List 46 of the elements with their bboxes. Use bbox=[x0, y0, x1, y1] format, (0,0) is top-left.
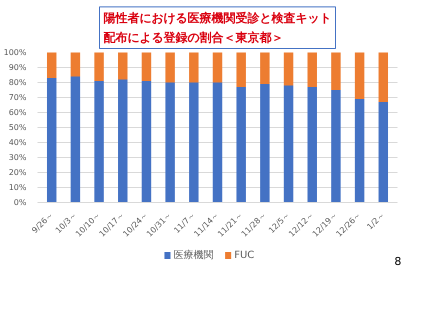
y-tick-label: 0% bbox=[14, 198, 27, 207]
bar bbox=[142, 81, 152, 202]
bar bbox=[212, 82, 222, 202]
bar bbox=[308, 87, 317, 202]
bar bbox=[260, 84, 270, 202]
bar bbox=[284, 86, 294, 202]
bar bbox=[189, 82, 199, 202]
bar bbox=[165, 52, 175, 82]
bar bbox=[70, 76, 80, 202]
legend-label: FUC bbox=[234, 250, 254, 261]
text: 8 bbox=[394, 255, 402, 268]
x-tick-label: 1/2～ bbox=[365, 210, 386, 232]
y-tick-label: 40% bbox=[8, 138, 27, 147]
chart-title: 陽性者における医療機関受診と検査キット配布による登録の割合＜東京都＞ bbox=[104, 10, 332, 44]
y-tick-label: 90% bbox=[8, 63, 27, 72]
bar bbox=[378, 102, 388, 202]
y-tick-label: 20% bbox=[8, 168, 27, 177]
bar bbox=[378, 52, 388, 102]
bar bbox=[308, 52, 317, 87]
bar bbox=[212, 52, 222, 82]
bar bbox=[118, 80, 128, 202]
bar bbox=[118, 52, 128, 80]
bar bbox=[284, 52, 294, 86]
bar bbox=[260, 52, 270, 84]
y-tick-label: 80% bbox=[8, 78, 27, 87]
bar bbox=[236, 52, 246, 87]
bar bbox=[189, 52, 199, 82]
legend-label: 医療機関 bbox=[174, 249, 214, 261]
bar bbox=[331, 52, 341, 90]
y-tick-label: 70% bbox=[8, 93, 27, 102]
y-tick-label: 30% bbox=[8, 153, 27, 162]
y-tick-label: 10% bbox=[8, 183, 27, 192]
y-tick-label: 60% bbox=[8, 108, 27, 117]
bar bbox=[354, 99, 364, 202]
bar bbox=[165, 82, 175, 202]
bar bbox=[94, 52, 104, 81]
bar bbox=[331, 90, 341, 202]
bar bbox=[94, 81, 104, 202]
bar bbox=[70, 52, 80, 76]
y-tick-label: 50% bbox=[8, 123, 27, 132]
y-tick-label: 100% bbox=[4, 48, 27, 57]
bar bbox=[46, 78, 56, 202]
bar bbox=[46, 52, 56, 78]
bar bbox=[142, 52, 152, 81]
bar bbox=[354, 52, 364, 99]
bar bbox=[236, 87, 246, 202]
